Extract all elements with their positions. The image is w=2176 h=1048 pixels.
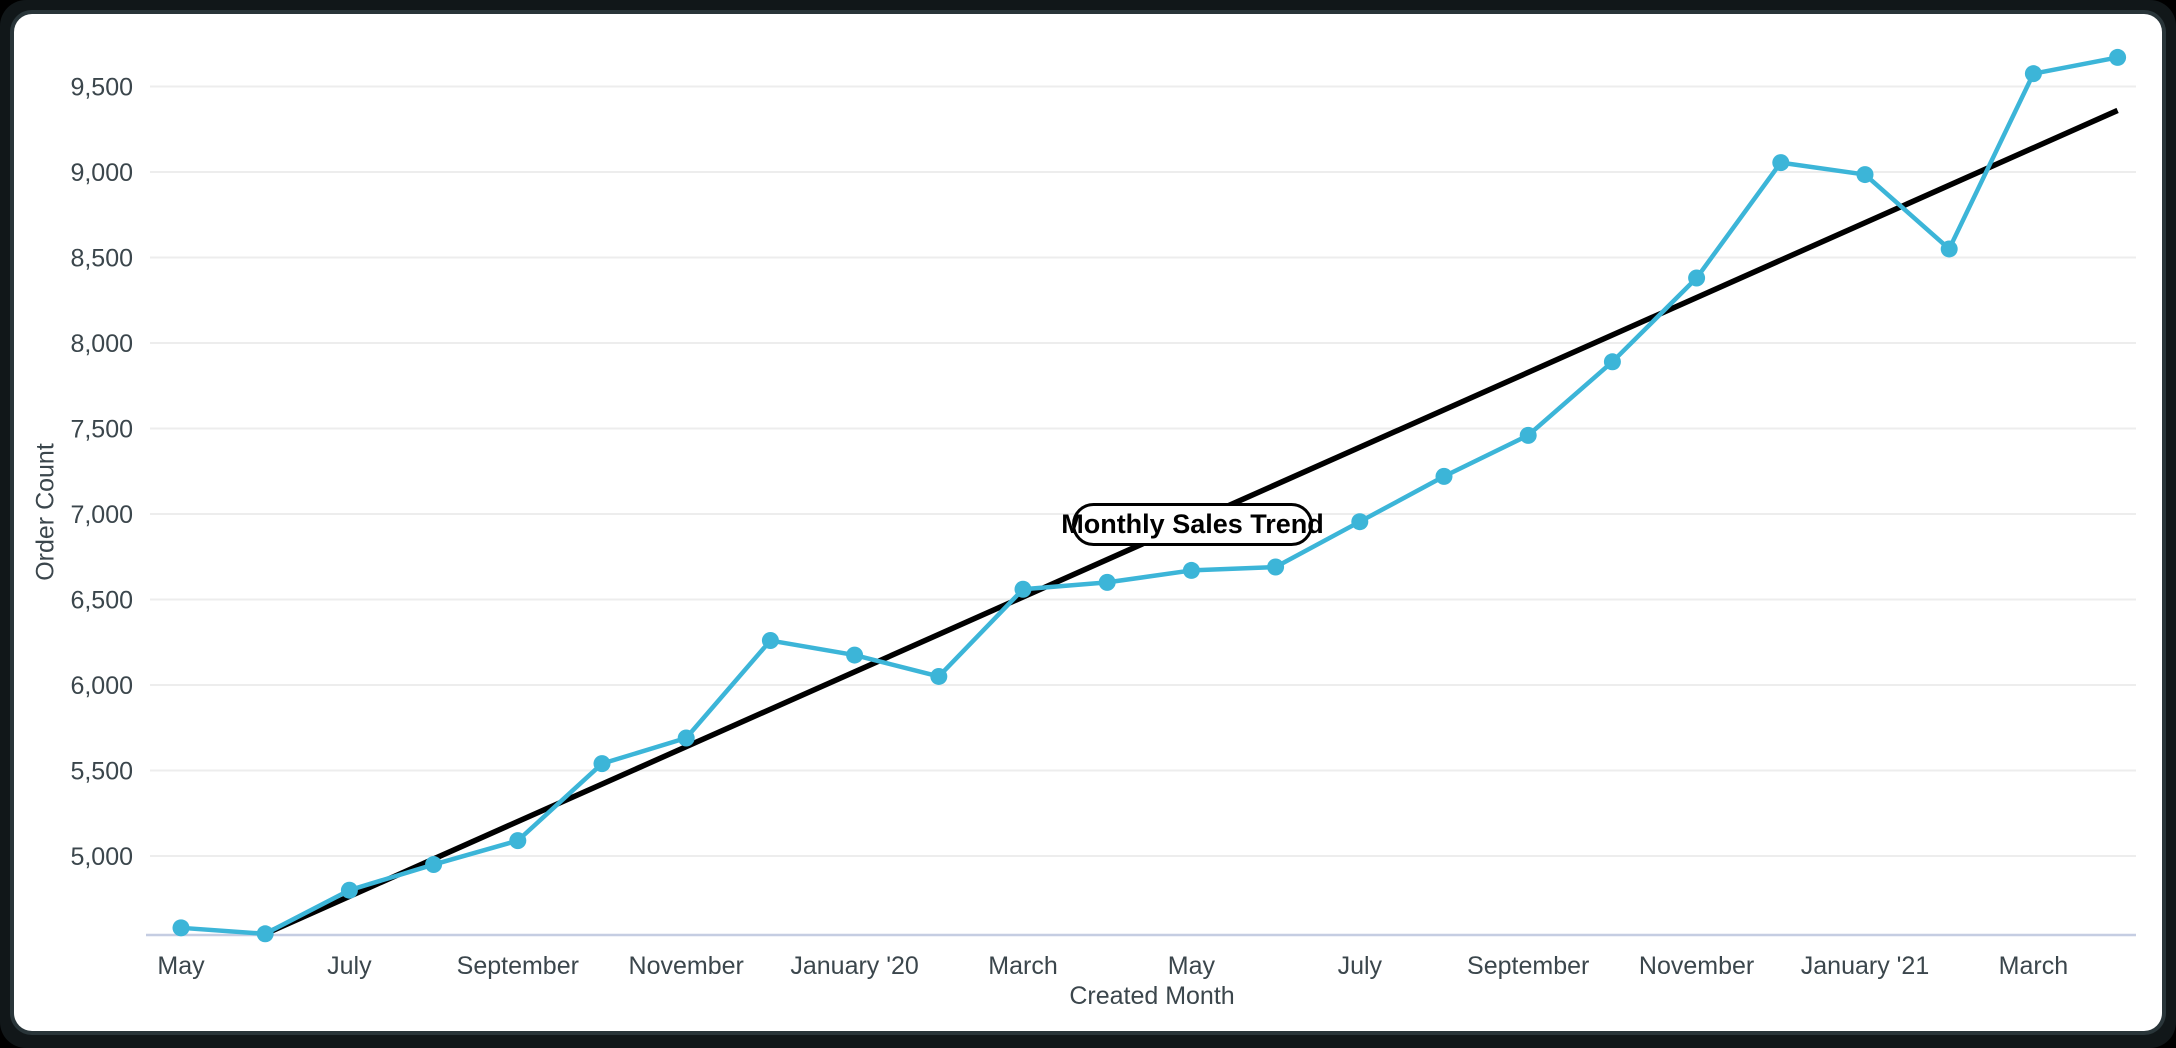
x-tick-label: November [629,952,744,980]
y-tick-label: 8,000 [70,330,133,358]
y-tick-label: 5,500 [70,757,133,785]
x-tick-label: September [1467,952,1589,980]
data-point[interactable] [256,925,274,943]
x-tick-label: January '21 [1801,952,1929,980]
data-point[interactable] [846,646,864,664]
x-tick-label: March [988,952,1057,980]
trend-label-pill: Monthly Sales Trend [1061,503,1324,546]
data-point[interactable] [930,667,948,685]
trend-label-text: Monthly Sales Trend [1061,509,1324,539]
y-tick-label: 7,500 [70,415,133,443]
data-point[interactable] [593,755,611,773]
x-tick-label: January '20 [790,952,918,980]
y-tick-label: 9,000 [70,159,133,187]
x-tick-label: July [1338,952,1383,980]
data-point[interactable] [1856,166,1874,184]
data-point[interactable] [1435,467,1453,485]
y-tick-label: 9,500 [70,73,133,101]
data-point[interactable] [1351,513,1369,531]
data-point[interactable] [761,632,779,650]
data-point[interactable] [1098,573,1116,591]
series-line [180,55,2119,937]
data-point[interactable] [1182,561,1200,579]
x-tick-label: September [457,952,579,980]
data-point[interactable] [509,832,527,850]
x-tick-label: July [327,952,372,980]
data-point[interactable] [1519,426,1537,444]
data-point[interactable] [1772,154,1790,172]
data-point[interactable] [1267,558,1285,576]
x-tick-label: March [1999,952,2068,980]
x-tick-label: May [157,952,205,980]
y-tick-label: 6,500 [70,586,133,614]
y-tick-label: 6,000 [70,672,133,700]
y-tick-label: 8,500 [70,244,133,272]
data-point[interactable] [677,729,695,747]
x-axis-title: Created Month [1069,982,1235,1010]
data-point[interactable] [340,881,358,899]
data-point[interactable] [1688,269,1706,287]
data-point[interactable] [172,919,190,937]
x-tick-label: May [1168,952,1216,980]
data-point[interactable] [2024,65,2042,83]
y-tick-label: 7,000 [70,501,133,529]
data-point[interactable] [2109,48,2127,66]
data-point[interactable] [1603,353,1621,371]
x-tick-label: November [1639,952,1754,980]
y-tick-label: 5,000 [70,843,133,871]
data-point[interactable] [1014,580,1032,598]
data-point[interactable] [425,856,443,874]
y-axis-title: Order Count [31,443,60,581]
data-point[interactable] [1940,240,1958,258]
